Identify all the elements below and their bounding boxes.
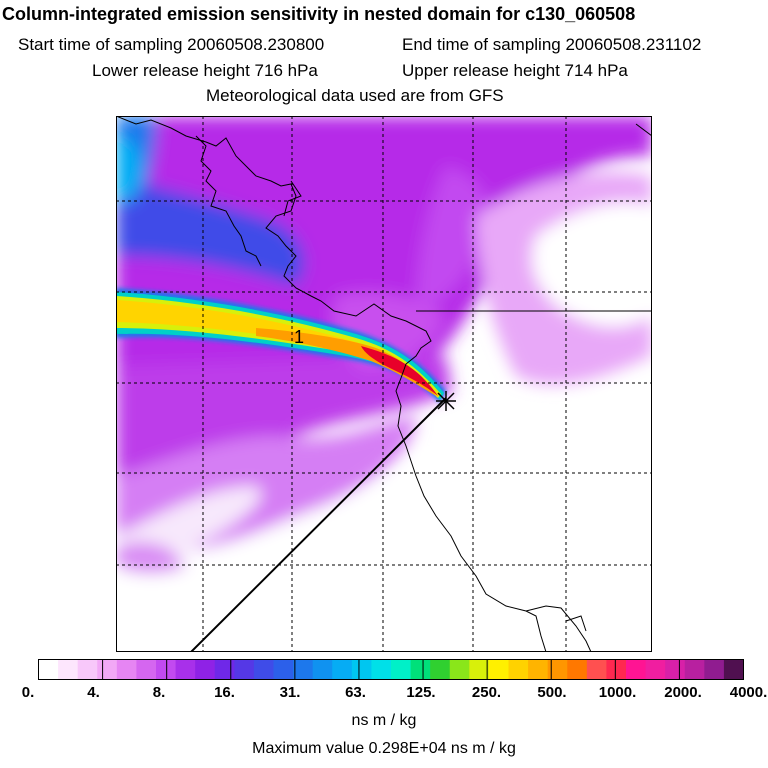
plume bbox=[116, 288, 446, 403]
colorbar-cell bbox=[469, 659, 490, 680]
colorbar-cell bbox=[253, 659, 274, 680]
colorbar-cell bbox=[371, 659, 392, 680]
sensitivity-field bbox=[116, 116, 652, 652]
colorbar-cell bbox=[77, 659, 98, 680]
max-value-label: Maximum value 0.298E+04 ns m / kg bbox=[252, 740, 516, 757]
end-time-label: End time of sampling 20060508.231102 bbox=[402, 35, 702, 54]
colorbar-tick-label: 63. bbox=[345, 684, 366, 701]
colorbar-cell bbox=[626, 659, 647, 680]
colorbar-cell bbox=[332, 659, 353, 680]
upper-release-label: Upper release height 714 hPa bbox=[402, 61, 628, 80]
map-title: Column-integrated emission sensitivity i… bbox=[2, 4, 636, 24]
colorbar bbox=[38, 659, 744, 680]
colorbar-tick-label: 250. bbox=[471, 684, 502, 701]
map-plot: 1 bbox=[116, 116, 652, 652]
colorbar-cell bbox=[175, 659, 196, 680]
colorbar-cell bbox=[116, 659, 137, 680]
colorbar-tick-label: 4000. bbox=[729, 684, 768, 701]
colorbar-tick-label: 125. bbox=[406, 684, 436, 701]
colorbar-cell bbox=[293, 659, 314, 680]
colorbar-cell bbox=[547, 659, 568, 680]
colorbar-tick-label: 500. bbox=[537, 684, 567, 701]
colorbar-cell bbox=[351, 659, 372, 680]
grid-lines bbox=[116, 116, 652, 652]
colorbar-cell bbox=[606, 659, 627, 680]
colorbar-cell bbox=[391, 659, 412, 680]
colorbar-cell bbox=[273, 659, 294, 680]
coastline bbox=[116, 116, 652, 652]
colorbar-cell bbox=[58, 659, 79, 680]
colorbar-cell bbox=[508, 659, 529, 680]
release-point-marker bbox=[436, 391, 456, 411]
colorbar-cell bbox=[704, 659, 725, 680]
colorbar-cell bbox=[586, 659, 607, 680]
colorbar-tick-label: 31. bbox=[279, 684, 301, 701]
colorbar-cell bbox=[234, 659, 255, 680]
colorbar-cell bbox=[97, 659, 118, 680]
colorbar-cell bbox=[156, 659, 177, 680]
colorbar-cell bbox=[567, 659, 588, 680]
colorbar-cell bbox=[723, 659, 744, 680]
colorbar-cell bbox=[312, 659, 333, 680]
colorbar-tick-label: 2000. bbox=[664, 684, 702, 701]
colorbar-tick-label: 1000. bbox=[598, 684, 637, 701]
colorbar-units: ns m / kg bbox=[351, 712, 417, 729]
plume-label: 1 bbox=[294, 327, 304, 347]
colorbar-cell bbox=[38, 659, 59, 680]
colorbar-cell bbox=[528, 659, 549, 680]
met-data-label: Meteorological data used are from GFS bbox=[206, 86, 504, 105]
colorbar-cell bbox=[214, 659, 235, 680]
colorbar-cell bbox=[430, 659, 451, 680]
colorbar-tick-label: 8. bbox=[152, 684, 166, 701]
colorbar-cell bbox=[645, 659, 666, 680]
flight-track bbox=[190, 397, 447, 652]
colorbar-cell bbox=[195, 659, 216, 680]
colorbar-tick-label: 0. bbox=[21, 684, 35, 701]
colorbar-cell bbox=[488, 659, 509, 680]
colorbar-cell bbox=[665, 659, 686, 680]
colorbar-cell bbox=[136, 659, 157, 680]
start-time-label: Start time of sampling 20060508.230800 bbox=[18, 35, 325, 54]
colorbar-tick-label: 16. bbox=[214, 684, 235, 701]
colorbar-cell bbox=[449, 659, 470, 680]
lower-release-label: Lower release height 716 hPa bbox=[92, 61, 318, 80]
colorbar-tick-label: 4. bbox=[87, 684, 100, 701]
colorbar-cell bbox=[410, 659, 431, 680]
colorbar-cell bbox=[684, 659, 705, 680]
